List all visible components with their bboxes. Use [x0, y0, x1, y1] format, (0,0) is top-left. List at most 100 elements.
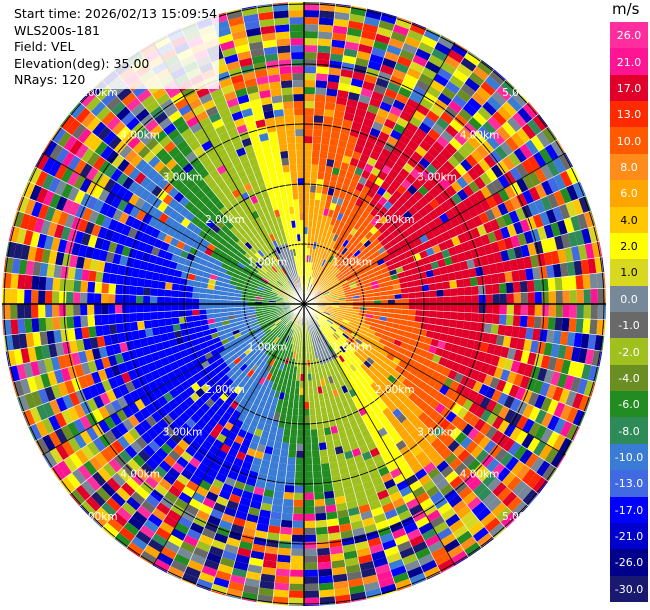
velocity-gate: [450, 415, 463, 428]
velocity-gate: [575, 318, 584, 334]
velocity-gate: [389, 105, 403, 117]
velocity-gate: [511, 91, 528, 108]
velocity-gate: [578, 196, 591, 214]
velocity-gate: [534, 394, 546, 410]
velocity-gate: [559, 331, 569, 346]
velocity-gate: [330, 265, 337, 273]
velocity-gate: [428, 253, 438, 263]
velocity-gate: [358, 94, 372, 105]
velocity-gate: [95, 325, 104, 337]
velocity-gate: [349, 372, 358, 381]
velocity-gate: [403, 269, 413, 277]
velocity-gate: [537, 113, 549, 128]
velocity-gate: [515, 386, 527, 401]
velocity-gate: [360, 258, 369, 266]
velocity-gate: [369, 447, 381, 458]
velocity-gate: [540, 164, 554, 181]
velocity-gate: [462, 491, 478, 506]
velocity-gate: [499, 452, 514, 467]
velocity-gate: [543, 342, 553, 357]
velocity-gate: [380, 304, 388, 309]
velocity-gate: [336, 314, 344, 320]
velocity-gate: [293, 492, 304, 500]
velocity-gate: [304, 241, 308, 249]
velocity-gate: [102, 324, 111, 336]
velocity-gate: [434, 42, 451, 56]
velocity-gate: [136, 320, 145, 331]
velocity-gate: [372, 265, 381, 273]
velocity-gate: [136, 295, 144, 304]
velocity-gate: [536, 131, 551, 148]
velocity-gate: [336, 262, 344, 270]
velocity-gate: [394, 293, 402, 300]
velocity-gate: [331, 195, 339, 205]
velocity-gate: [497, 392, 509, 406]
velocity-gate: [383, 141, 395, 153]
velocity-gate: [309, 269, 314, 277]
velocity-gate: [554, 357, 565, 373]
velocity-gate: [426, 110, 440, 123]
velocity-gate: [447, 155, 461, 169]
velocity-gate: [328, 316, 336, 322]
velocity-gate: [348, 254, 356, 262]
velocity-gate: [472, 66, 489, 81]
velocity-gate: [505, 282, 514, 294]
velocity-gate: [411, 417, 423, 429]
velocity-gate: [405, 498, 420, 510]
velocity-gate: [309, 185, 317, 193]
velocity-gate: [362, 80, 376, 91]
velocity-gate: [279, 533, 292, 542]
velocity-gate: [484, 517, 501, 533]
velocity-gate: [349, 84, 362, 95]
velocity-gate: [377, 443, 388, 454]
velocity-gate: [311, 286, 317, 293]
velocity-gate: [324, 102, 336, 111]
velocity-gate: [373, 292, 381, 297]
velocity-gate: [312, 241, 318, 250]
velocity-gate: [541, 304, 549, 317]
velocity-gate: [603, 272, 606, 289]
velocity-gate: [328, 264, 335, 272]
velocity-gate: [355, 278, 363, 284]
velocity-gate: [356, 207, 365, 216]
velocity-gate: [427, 276, 436, 285]
velocity-gate: [304, 220, 309, 228]
velocity-gate: [87, 281, 96, 293]
velocity-gate: [345, 241, 353, 250]
velocity-gate: [320, 275, 326, 283]
velocity-gate: [157, 288, 165, 297]
velocity-gate: [527, 472, 542, 489]
velocity-gate: [319, 326, 325, 334]
velocity-gate: [381, 94, 396, 106]
velocity-gate: [521, 468, 537, 485]
velocity-gate: [423, 191, 435, 203]
velocity-gate: [393, 283, 401, 290]
velocity-gate: [349, 236, 357, 245]
velocity-gate: [370, 262, 379, 269]
velocity-gate: [383, 210, 394, 220]
velocity-gate: [412, 85, 427, 98]
velocity-gate: [388, 444, 400, 456]
velocity-gate: [513, 246, 524, 259]
velocity-gate: [327, 272, 334, 280]
velocity-gate: [320, 143, 330, 152]
velocity-gate: [366, 104, 380, 115]
velocity-gate: [477, 245, 487, 257]
velocity-gate: [362, 262, 371, 269]
velocity-gate: [312, 314, 318, 321]
velocity-gate: [422, 416, 435, 428]
velocity-gate: [583, 380, 595, 397]
velocity-gate: [383, 242, 393, 251]
velocity-gate: [356, 281, 364, 287]
velocity-gate: [390, 31, 407, 43]
velocity-gate: [324, 295, 331, 299]
velocity-gate: [544, 447, 559, 465]
velocity-gate: [311, 262, 315, 271]
velocity-gate: [515, 207, 527, 222]
velocity-gate: [461, 329, 470, 339]
velocity-gate: [338, 132, 350, 142]
velocity-gate: [383, 478, 397, 490]
velocity-gate: [304, 436, 312, 444]
velocity-gate: [433, 381, 444, 392]
velocity-gate: [462, 184, 475, 198]
